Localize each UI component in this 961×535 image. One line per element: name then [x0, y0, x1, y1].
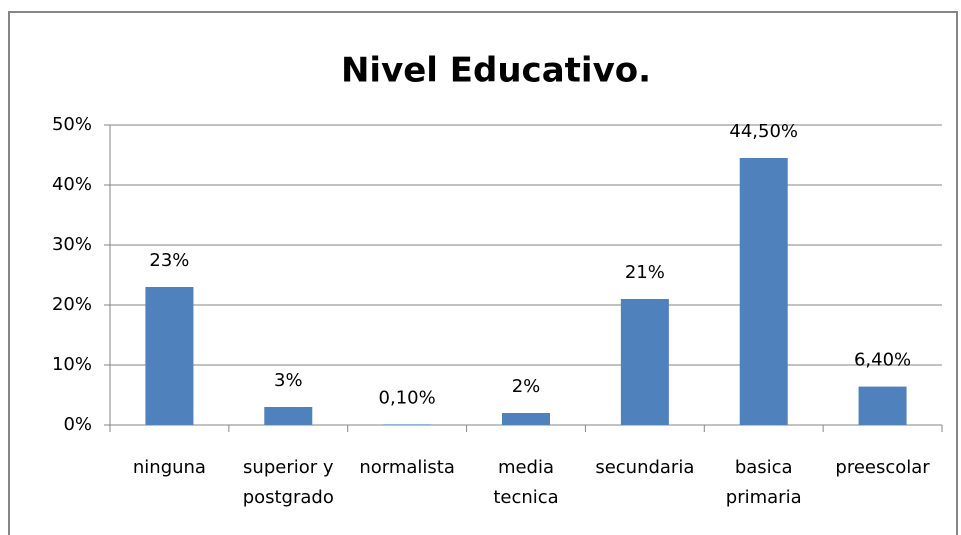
- value-label: 23%: [149, 250, 189, 271]
- chart-title: Nivel Educativo.: [341, 51, 651, 91]
- bar: [739, 158, 788, 425]
- y-tick-label: 0%: [63, 414, 92, 435]
- x-tick-label: basica primaria: [725, 457, 802, 508]
- x-tick-label: normalista: [359, 457, 455, 478]
- bar: [858, 386, 907, 425]
- x-tick-label: media tecnica: [493, 457, 559, 508]
- y-tick-label: 50%: [52, 114, 92, 135]
- value-label: 0,10%: [379, 387, 436, 408]
- x-tick-label: superior y postgrado: [242, 457, 334, 508]
- bar: [383, 424, 432, 425]
- value-label: 21%: [625, 262, 665, 283]
- y-tick-label: 20%: [52, 294, 92, 315]
- y-tick-label: 10%: [52, 354, 92, 375]
- y-tick-label: 40%: [52, 174, 92, 195]
- x-tick-label: preescolar: [835, 457, 930, 478]
- value-label: 2%: [512, 376, 541, 397]
- value-label: 3%: [274, 370, 303, 391]
- value-label: 6,40%: [854, 350, 911, 371]
- x-tick-label: secundaria: [595, 457, 695, 478]
- bar: [264, 407, 313, 425]
- y-tick-label: 30%: [52, 234, 92, 255]
- x-tick-label: ninguna: [132, 457, 206, 478]
- bar: [620, 299, 669, 425]
- bar: [145, 287, 194, 425]
- chart-frame: [8, 11, 958, 535]
- value-label: 44,50%: [729, 121, 798, 142]
- bar: [502, 413, 550, 425]
